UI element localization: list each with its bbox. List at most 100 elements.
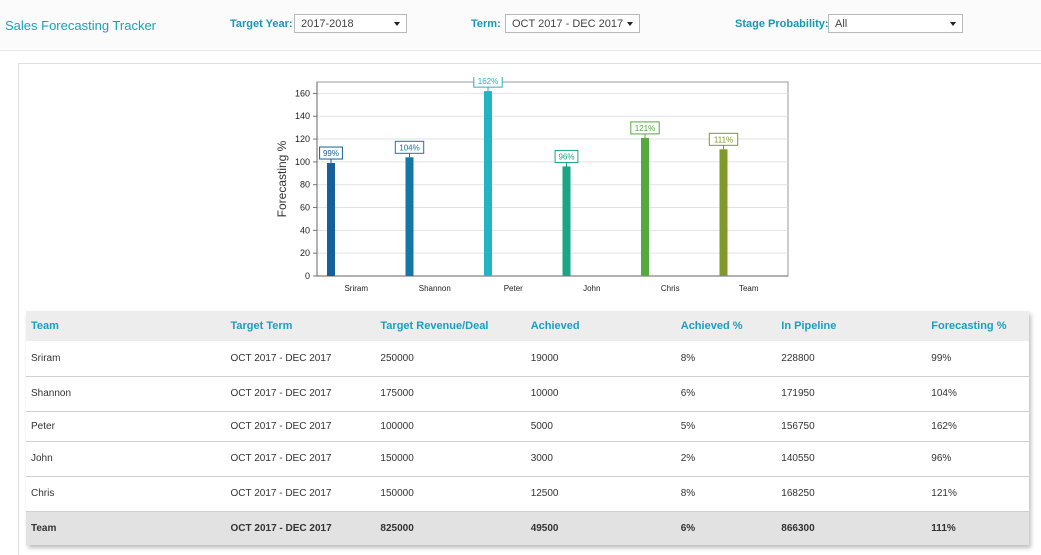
bar-sriram [327, 163, 335, 276]
x-tick-label: Sriram [344, 284, 368, 293]
table-row[interactable]: Sriram OCT 2017 - DEC 2017 250000 19000 … [26, 341, 1029, 377]
table-row[interactable]: Chris OCT 2017 - DEC 2017 150000 12500 8… [26, 476, 1029, 512]
target-year-value: 2017-2018 [301, 18, 354, 30]
cell-achieved-pct: 8% [675, 476, 777, 512]
footer-in-pipeline: 866300 [776, 511, 927, 545]
stage-probability-label: Stage Probability: [735, 18, 829, 30]
cell-achieved: 5000 [525, 411, 676, 442]
chevron-down-icon [950, 22, 956, 26]
target-year-label: Target Year: [230, 18, 293, 30]
cell-achieved-pct: 6% [675, 376, 777, 412]
data-label: 99% [323, 149, 339, 158]
stage-probability-select[interactable]: All [828, 14, 963, 33]
bar-chris [641, 137, 649, 276]
cell-forecasting-pct: 96% [926, 441, 1029, 477]
cell-target-revenue: 150000 [375, 476, 526, 512]
term-select[interactable]: OCT 2017 - DEC 2017 [505, 14, 640, 33]
x-tick-label: Shannon [419, 284, 451, 293]
cell-target-term: OCT 2017 - DEC 2017 [225, 341, 376, 377]
y-tick-label: 160 [295, 88, 310, 98]
column-header-in-pipeline[interactable]: In Pipeline [776, 311, 927, 341]
cell-team: Peter [26, 411, 226, 442]
cell-in-pipeline: 228800 [776, 341, 927, 377]
y-tick-label: 40 [300, 225, 310, 235]
cell-achieved: 3000 [525, 441, 676, 477]
table-row[interactable]: John OCT 2017 - DEC 2017 150000 3000 2% … [26, 441, 1029, 477]
column-header-target-revenue[interactable]: Target Revenue/Deal [375, 311, 526, 341]
cell-target-term: OCT 2017 - DEC 2017 [225, 411, 376, 442]
cell-in-pipeline: 156750 [776, 411, 927, 442]
cell-achieved-pct: 5% [675, 411, 777, 442]
cell-team: John [26, 441, 226, 477]
y-tick-label: 20 [300, 248, 310, 258]
cell-target-term: OCT 2017 - DEC 2017 [225, 441, 376, 477]
term-label: Term: [471, 18, 501, 30]
table-footer-row: Team OCT 2017 - DEC 2017 825000 49500 6%… [26, 511, 1029, 545]
y-tick-label: 120 [295, 134, 310, 144]
cell-team: Chris [26, 476, 226, 512]
app-title: Sales Forecasting Tracker [5, 18, 157, 33]
x-tick-label: Chris [661, 284, 680, 293]
footer-achieved-pct: 6% [675, 511, 777, 545]
table-row[interactable]: Peter OCT 2017 - DEC 2017 100000 5000 5%… [26, 411, 1029, 442]
footer-team: Team [26, 511, 226, 545]
y-tick-label: 0 [305, 271, 310, 281]
bar-john [562, 166, 571, 276]
data-label: 111% [714, 135, 733, 144]
footer-target-term: OCT 2017 - DEC 2017 [225, 511, 376, 545]
plot-area [316, 81, 789, 277]
target-year-select[interactable]: 2017-2018 [294, 14, 407, 33]
table-header-row: Team Target Term Target Revenue/Deal Ach… [26, 311, 1029, 341]
cell-achieved: 19000 [525, 341, 676, 377]
cell-in-pipeline: 140550 [776, 441, 927, 477]
data-label-box [554, 149, 579, 163]
cell-target-term: OCT 2017 - DEC 2017 [225, 376, 376, 412]
y-tick-label: 80 [300, 180, 310, 190]
column-header-team[interactable]: Team [26, 311, 226, 341]
y-tick-label: 140 [295, 111, 310, 121]
chevron-down-icon [627, 22, 633, 26]
header-bar: Sales Forecasting Tracker Target Year: 2… [0, 0, 1041, 51]
cell-forecasting-pct: 104% [926, 376, 1029, 412]
cell-achieved: 12500 [525, 476, 676, 512]
bar-team [719, 149, 728, 276]
column-header-forecasting-pct[interactable]: Forecasting % [926, 311, 1029, 341]
forecast-table: Team Target Term Target Revenue/Deal Ach… [26, 311, 1029, 545]
data-label: 96% [558, 152, 574, 161]
cell-target-term: OCT 2017 - DEC 2017 [225, 476, 376, 512]
data-label-box [394, 140, 425, 154]
x-tick-label: Team [739, 284, 759, 293]
stage-probability-value: All [835, 18, 848, 30]
cell-achieved: 10000 [525, 376, 676, 412]
cell-target-revenue: 175000 [375, 376, 526, 412]
data-label-box [319, 146, 343, 160]
cell-forecasting-pct: 162% [926, 411, 1029, 442]
cell-achieved-pct: 8% [675, 341, 777, 377]
table-row[interactable]: Shannon OCT 2017 - DEC 2017 175000 10000… [26, 376, 1029, 412]
y-tick-label: 60 [300, 203, 310, 213]
footer-achieved: 49500 [525, 511, 676, 545]
column-header-achieved[interactable]: Achieved [525, 311, 676, 341]
cell-forecasting-pct: 121% [926, 476, 1029, 512]
chevron-down-icon [394, 22, 400, 26]
cell-achieved-pct: 2% [675, 441, 777, 477]
data-label: 121% [635, 124, 655, 133]
data-label-box [473, 77, 503, 88]
data-label: 104% [399, 143, 419, 152]
cell-team: Sriram [26, 341, 226, 377]
footer-forecasting-pct: 111% [926, 511, 1029, 545]
cell-in-pipeline: 168250 [776, 476, 927, 512]
cell-forecasting-pct: 99% [926, 341, 1029, 377]
cell-in-pipeline: 171950 [776, 376, 927, 412]
bar-peter [484, 91, 492, 276]
column-header-target-term[interactable]: Target Term [225, 311, 376, 341]
data-label-box [708, 132, 739, 146]
bar-shannon [405, 157, 414, 276]
x-tick-label: Peter [504, 284, 523, 293]
cell-target-revenue: 250000 [375, 341, 526, 377]
cell-team: Shannon [26, 376, 226, 412]
y-tick-label: 100 [295, 157, 310, 167]
column-header-achieved-pct[interactable]: Achieved % [675, 311, 777, 341]
term-value: OCT 2017 - DEC 2017 [512, 18, 624, 30]
footer-target-revenue: 825000 [375, 511, 526, 545]
